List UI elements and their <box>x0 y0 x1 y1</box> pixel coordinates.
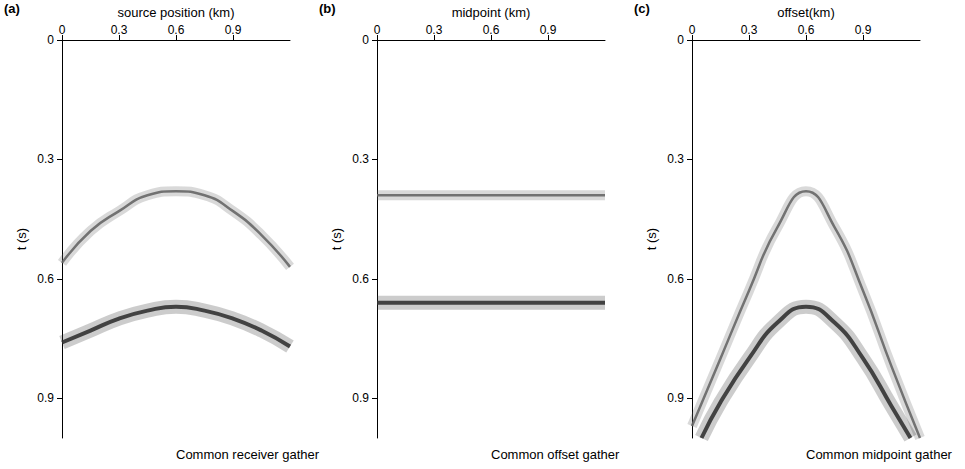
svg-text:Common midpoint gather: Common midpoint gather <box>806 447 953 462</box>
svg-text:(a): (a) <box>4 1 20 16</box>
svg-text:Common offset gather: Common offset gather <box>491 447 620 462</box>
svg-text:0: 0 <box>59 23 66 37</box>
svg-text:0.3: 0.3 <box>426 23 443 37</box>
svg-text:0.9: 0.9 <box>540 23 557 37</box>
svg-text:t (s): t (s) <box>14 228 29 250</box>
svg-text:0.6: 0.6 <box>798 23 815 37</box>
svg-text:0.6: 0.6 <box>667 272 684 286</box>
svg-text:offset(km): offset(km) <box>777 5 835 20</box>
svg-text:0.3: 0.3 <box>111 23 128 37</box>
svg-text:t (s): t (s) <box>329 228 344 250</box>
svg-text:0.6: 0.6 <box>483 23 500 37</box>
svg-text:0: 0 <box>47 33 54 47</box>
svg-text:0.3: 0.3 <box>667 152 684 166</box>
svg-text:0: 0 <box>677 33 684 47</box>
svg-text:0.3: 0.3 <box>741 23 758 37</box>
svg-text:0.9: 0.9 <box>667 391 684 405</box>
svg-text:0.9: 0.9 <box>855 23 872 37</box>
svg-text:0: 0 <box>362 33 369 47</box>
svg-text:(c): (c) <box>634 1 650 16</box>
svg-text:0.6: 0.6 <box>168 23 185 37</box>
svg-text:0.3: 0.3 <box>37 152 54 166</box>
svg-text:0: 0 <box>689 23 696 37</box>
svg-text:0.6: 0.6 <box>37 272 54 286</box>
svg-text:0.9: 0.9 <box>352 391 369 405</box>
svg-text:0.9: 0.9 <box>225 23 242 37</box>
svg-text:t (s): t (s) <box>644 228 659 250</box>
svg-text:0: 0 <box>374 23 381 37</box>
svg-text:Common receiver gather: Common receiver gather <box>176 447 320 462</box>
svg-text:0.3: 0.3 <box>352 152 369 166</box>
svg-text:(b): (b) <box>319 1 336 16</box>
svg-text:0.9: 0.9 <box>37 391 54 405</box>
svg-text:midpoint (km): midpoint (km) <box>452 5 531 20</box>
svg-text:0.6: 0.6 <box>352 272 369 286</box>
svg-text:source position (km): source position (km) <box>117 5 234 20</box>
